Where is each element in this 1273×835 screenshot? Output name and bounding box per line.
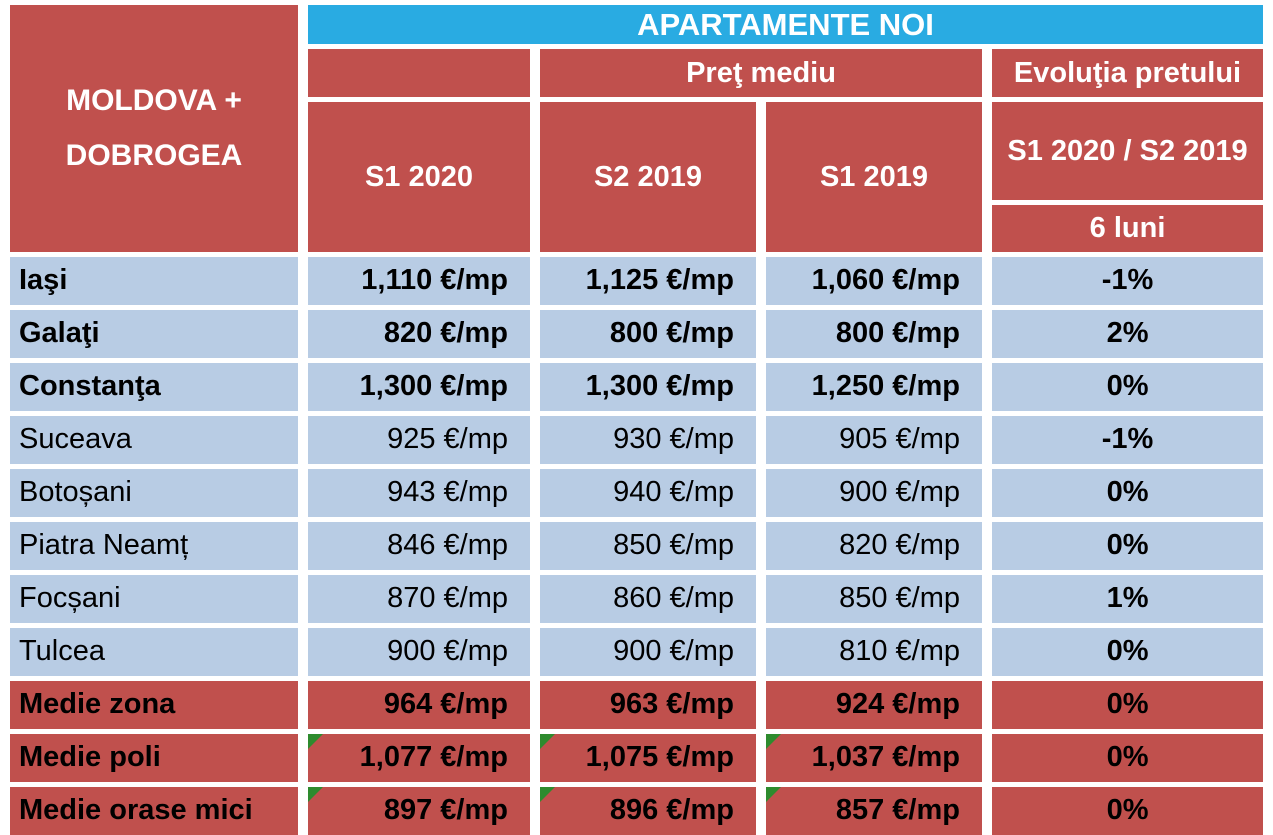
evolution-pct: 0% [992,733,1264,782]
header-row-groups: Preţ mediu Evoluţia pretului [10,49,1264,97]
comment-flag-icon [766,733,781,749]
city-name: Piatra Neamț [10,521,298,570]
price-s1-2020: 1,110 €/mp [308,256,530,305]
header-row-window: 6 luni [10,205,1264,252]
city-name: Botoșani [10,468,298,517]
price-s1-2020: 897 €/mp [308,786,530,835]
city-name: Suceava [10,415,298,464]
price-s1-2019: 900 €/mp [766,468,982,517]
price-s1-2019: 1,037 €/mp [766,733,982,782]
table-row: Focșani 870 €/mp 860 €/mp 850 €/mp 1% [10,574,1264,623]
price-s1-2020: 820 €/mp [308,309,530,358]
price-s1-2020: 1,077 €/mp [308,733,530,782]
comment-flag-icon [540,733,555,749]
price-s2-2019: 1,125 €/mp [540,256,756,305]
price-s1-2020: 870 €/mp [308,574,530,623]
price-s2-2019: 963 €/mp [540,680,756,729]
city-name: Tulcea [10,627,298,676]
summary-label: Medie orase mici [10,786,298,835]
evolution-pct: -1% [992,415,1264,464]
evolution-pct: 0% [992,680,1264,729]
table-row: Tulcea 900 €/mp 900 €/mp 810 €/mp 0% [10,627,1264,676]
summary-label: Medie poli [10,733,298,782]
evolution-pct: 0% [992,362,1264,411]
table-row: Constanţa 1,300 €/mp 1,300 €/mp 1,250 €/… [10,362,1264,411]
price-value: 857 €/mp [835,794,960,827]
header-row-periods: S1 2020 S2 2019 S1 2019 S1 2020 / S2 201… [10,102,1264,252]
price-s2-2019: 860 €/mp [540,574,756,623]
price-s2-2019: 900 €/mp [540,627,756,676]
empty-header-cell [308,49,530,97]
comment-flag-icon [308,786,323,802]
price-s1-2019: 1,250 €/mp [766,362,982,411]
summary-row-small-cities: Medie orase mici 897 €/mp 896 €/mp 857 €… [10,786,1264,835]
city-name: Iaşi [10,256,298,305]
price-s1-2019: 800 €/mp [766,309,982,358]
price-s2-2019: 800 €/mp [540,309,756,358]
evolution-pct: 0% [992,468,1264,517]
price-s1-2019: 857 €/mp [766,786,982,835]
price-s1-2019: 905 €/mp [766,415,982,464]
evolution-pct: 0% [992,627,1264,676]
price-s1-2019: 924 €/mp [766,680,982,729]
region-line-2: DOBROGEA [65,139,243,173]
header-row-title: MOLDOVA + DOBROGEA APARTAMENTE NOI [10,5,1264,252]
price-s1-2019: 810 €/mp [766,627,982,676]
price-value: 1,077 €/mp [359,741,508,774]
city-name: Galaţi [10,309,298,358]
price-s2-2019: 896 €/mp [540,786,756,835]
price-value: 896 €/mp [609,794,734,827]
table-title: APARTAMENTE NOI [308,5,1264,44]
period-header-s1-2019: S1 2019 [766,102,982,252]
table-row: Iaşi 1,110 €/mp 1,125 €/mp 1,060 €/mp -1… [10,256,1264,305]
summary-row-poles: Medie poli 1,077 €/mp 1,075 €/mp 1,037 €… [10,733,1264,782]
comment-flag-icon [766,786,781,802]
period-header-s2-2019: S2 2019 [540,102,756,252]
evolution-pct: 0% [992,521,1264,570]
comment-flag-icon [540,786,555,802]
price-s2-2019: 930 €/mp [540,415,756,464]
price-s2-2019: 850 €/mp [540,521,756,570]
period-header-s1-2020: S1 2020 [308,102,530,252]
price-value: 1,037 €/mp [811,741,960,774]
table-row: Botoșani 943 €/mp 940 €/mp 900 €/mp 0% [10,468,1264,517]
evolution-comparison-header: S1 2020 / S2 2019 [992,102,1264,200]
evolution-pct: 2% [992,309,1264,358]
price-value: 897 €/mp [383,794,508,827]
price-value: 1,075 €/mp [585,741,734,774]
summary-row-zone: Medie zona 964 €/mp 963 €/mp 924 €/mp 0% [10,680,1264,729]
price-s2-2019: 940 €/mp [540,468,756,517]
price-group-header: Preţ mediu [540,49,982,97]
price-s2-2019: 1,075 €/mp [540,733,756,782]
price-s1-2020: 900 €/mp [308,627,530,676]
evolution-window-header: 6 luni [992,205,1264,252]
table-row: Suceava 925 €/mp 930 €/mp 905 €/mp -1% [10,415,1264,464]
city-name: Constanţa [10,362,298,411]
table-row: Galaţi 820 €/mp 800 €/mp 800 €/mp 2% [10,309,1264,358]
price-s1-2020: 964 €/mp [308,680,530,729]
price-s1-2019: 820 €/mp [766,521,982,570]
summary-label: Medie zona [10,680,298,729]
price-s1-2019: 1,060 €/mp [766,256,982,305]
evolution-pct: 0% [992,786,1264,835]
region-group-cell: MOLDOVA + DOBROGEA [10,5,298,252]
price-s1-2020: 846 €/mp [308,521,530,570]
evolution-pct: 1% [992,574,1264,623]
price-s1-2020: 1,300 €/mp [308,362,530,411]
price-s1-2019: 850 €/mp [766,574,982,623]
region-line-1: MOLDOVA + [66,83,242,117]
price-s1-2020: 943 €/mp [308,468,530,517]
table-row: Piatra Neamț 846 €/mp 850 €/mp 820 €/mp … [10,521,1264,570]
comment-flag-icon [308,733,323,749]
evolution-pct: -1% [992,256,1264,305]
price-s2-2019: 1,300 €/mp [540,362,756,411]
evolution-group-header: Evoluţia pretului [992,49,1264,97]
price-s1-2020: 925 €/mp [308,415,530,464]
city-name: Focșani [10,574,298,623]
